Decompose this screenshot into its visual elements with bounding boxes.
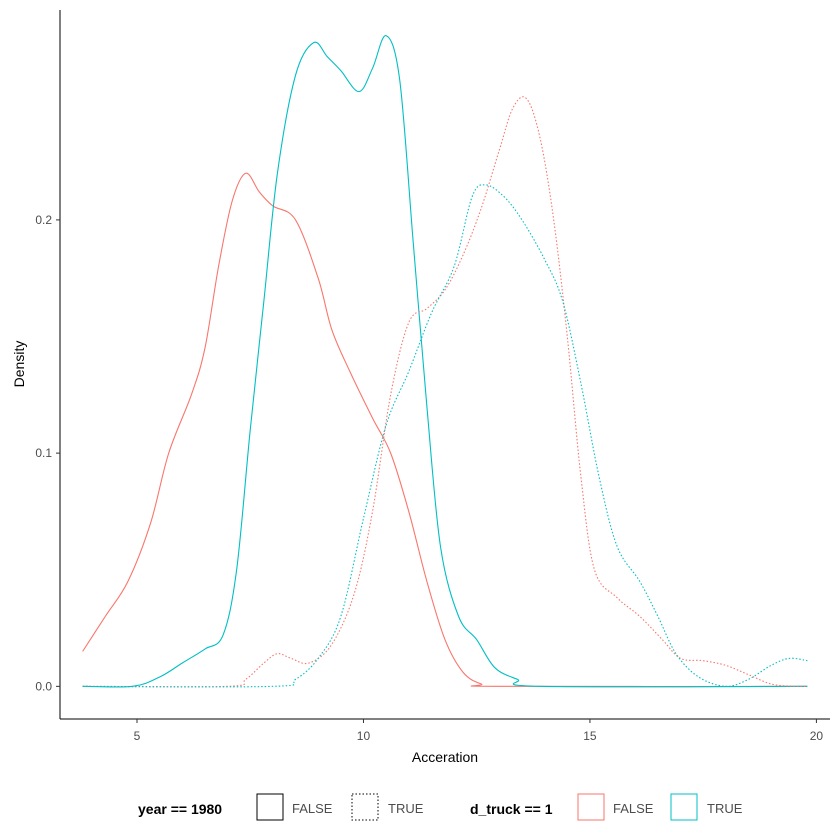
x-tick-label: 15 bbox=[583, 729, 597, 743]
legend-key-colour-false bbox=[577, 793, 605, 821]
legend-label-colour-false: FALSE bbox=[613, 801, 654, 816]
legend-label-linetype-true: TRUE bbox=[388, 801, 424, 816]
density-line-yearfalse-trucktrue bbox=[82, 35, 808, 688]
y-tick-label: 0.2 bbox=[35, 213, 52, 227]
legend-label-colour-true: TRUE bbox=[707, 801, 743, 816]
x-ticks: 5 10 15 20 bbox=[134, 719, 824, 743]
y-axis-title: Density bbox=[11, 341, 27, 388]
x-tick-label: 20 bbox=[810, 729, 824, 743]
legend-key-linetype-false bbox=[256, 793, 284, 821]
legend-key-linetype-true bbox=[351, 793, 379, 821]
legend-label-linetype-false: FALSE bbox=[292, 801, 333, 816]
y-tick-label: 0.1 bbox=[35, 446, 52, 460]
legend: year == 1980 FALSE TRUE d_truck == 1 FAL… bbox=[138, 793, 743, 821]
legend-title-linetype: year == 1980 bbox=[138, 801, 222, 817]
x-tick-label: 5 bbox=[134, 729, 141, 743]
density-line-yearfalse-truckfalse bbox=[82, 172, 808, 688]
axes-layer bbox=[59, 10, 830, 720]
legend-key-colour-true bbox=[670, 793, 698, 821]
series-layer bbox=[82, 35, 808, 688]
x-tick-label: 10 bbox=[357, 729, 371, 743]
density-line-yeartrue-truckfalse bbox=[82, 96, 808, 688]
y-ticks: 0.0 0.1 0.2 bbox=[35, 213, 60, 693]
x-axis-title: Acceration bbox=[412, 749, 478, 765]
legend-title-colour: d_truck == 1 bbox=[470, 801, 553, 817]
y-tick-label: 0.0 bbox=[35, 679, 52, 693]
